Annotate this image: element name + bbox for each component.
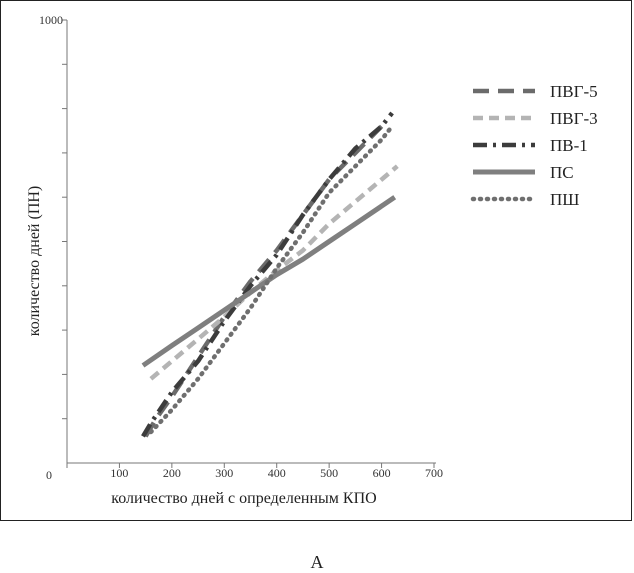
x-tick-label: 100 (110, 466, 128, 480)
data-point (250, 285, 252, 287)
data-point (302, 250, 304, 252)
legend-item: ПВГ-3 (473, 109, 598, 128)
data-point (223, 343, 225, 345)
data-point (171, 345, 173, 347)
x-tick-label: 500 (320, 466, 338, 480)
legend-item: ПВ-1 (473, 136, 588, 155)
series-line (148, 124, 395, 435)
data-point (397, 165, 399, 167)
x-axis-title: количество дней с определенным КПО (111, 490, 376, 507)
data-point (142, 436, 144, 438)
y-tick-label: 1000 (39, 13, 63, 27)
data-point (355, 165, 357, 167)
data-point (328, 192, 330, 194)
legend-item: ПС (473, 163, 574, 182)
data-point (355, 201, 357, 203)
axes: 0 100 200 300 400 500 600 700 1000 (39, 13, 443, 482)
data-point (276, 274, 278, 276)
legend-item: ПВГ-5 (473, 82, 598, 101)
x-tick-label: 200 (163, 466, 181, 480)
data-point (150, 378, 152, 380)
data-point (391, 126, 393, 128)
data-point (381, 205, 383, 207)
data-point (171, 360, 173, 362)
data-point (391, 112, 393, 114)
series-line (141, 195, 397, 368)
x-tick-label: 300 (215, 466, 233, 480)
data-point (276, 250, 278, 252)
series-4 (141, 195, 397, 368)
data-point (223, 309, 225, 311)
data-point (223, 320, 225, 322)
data-point (197, 338, 199, 340)
legend-label: ПШ (550, 190, 579, 209)
data-point (250, 292, 252, 294)
data-point (197, 360, 199, 362)
series-3 (141, 111, 394, 438)
data-point (150, 431, 152, 433)
data-point (355, 223, 357, 225)
data-point (302, 214, 304, 216)
data-point (197, 327, 199, 329)
chart-frame: 0 100 200 300 400 500 600 700 1000 ПВГ-5 ПВГ-3 ПВ-… (0, 0, 632, 521)
x-tick-label: 0 (46, 468, 52, 482)
data-point (302, 258, 304, 260)
data-point (302, 232, 304, 234)
x-tick-label: 600 (373, 466, 391, 480)
data-point (276, 267, 278, 269)
data-point (142, 365, 144, 367)
data-point (381, 126, 383, 128)
series-line (141, 111, 394, 438)
legend: ПВГ-5 ПВГ-3 ПВ-1 ПС ПШ (470, 82, 598, 209)
data-point (328, 223, 330, 225)
legend-label: ПС (550, 163, 574, 182)
data-point (355, 148, 357, 150)
legend-label: ПВГ-5 (550, 82, 598, 101)
data-point (171, 391, 173, 393)
data-point (328, 241, 330, 243)
chart: 0 100 200 300 400 500 600 700 1000 ПВГ-5 ПВГ-3 ПВ-… (26, 13, 598, 507)
data-point (197, 378, 199, 380)
data-point (250, 281, 252, 283)
data-point (171, 409, 173, 411)
data-point (276, 254, 278, 256)
legend-label: ПВ-1 (550, 136, 588, 155)
legend-label: ПВГ-3 (550, 109, 598, 128)
plot-area (141, 111, 399, 438)
data-point (328, 179, 330, 181)
y-axis-title: количество дней (ПН) (26, 186, 43, 337)
data-point (381, 179, 383, 181)
panel-label: А (310, 552, 324, 572)
data-point (394, 196, 396, 198)
data-point (381, 139, 383, 141)
x-tick-label: 400 (268, 466, 286, 480)
data-point (250, 307, 252, 309)
data-point (150, 422, 152, 424)
x-tick-label: 700 (425, 466, 443, 480)
series-5 (148, 124, 395, 435)
legend-item: ПШ (470, 190, 579, 209)
